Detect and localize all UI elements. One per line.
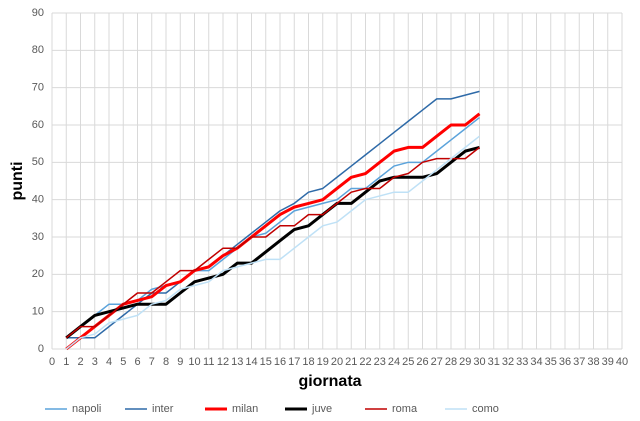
x-tick-label: 39 (602, 356, 614, 368)
series-line (65, 146, 480, 339)
x-tick-label: 33 (516, 356, 528, 368)
x-tick-label: 20 (331, 356, 343, 368)
x-tick-label: 23 (374, 356, 386, 368)
x-tick-label: 6 (134, 356, 140, 368)
y-tick-label: 10 (32, 306, 44, 318)
x-tick-label: 34 (530, 356, 542, 368)
x-tick-label: 18 (302, 356, 314, 368)
x-tick-label: 27 (431, 356, 443, 368)
x-tick-label: 36 (559, 356, 571, 368)
series-line (65, 116, 480, 339)
series-line (65, 145, 480, 339)
y-tick-label: 40 (32, 194, 44, 206)
series-line (65, 135, 480, 350)
legend-label: como (472, 403, 499, 415)
x-tick-label: 16 (274, 356, 286, 368)
y-tick-label: 30 (32, 231, 44, 243)
legend-label: juve (311, 403, 332, 415)
x-tick-label: 40 (616, 356, 628, 368)
y-tick-label: 20 (32, 268, 44, 280)
x-tick-label: 17 (288, 356, 300, 368)
legend-label: milan (232, 403, 258, 415)
y-axis-title: punti (9, 161, 26, 200)
x-tick-label: 5 (120, 356, 126, 368)
legend-label: inter (152, 403, 174, 415)
x-tick-label: 37 (573, 356, 585, 368)
y-tick-label: 90 (32, 7, 44, 19)
x-tick-label: 11 (203, 356, 214, 368)
x-tick-label: 21 (345, 356, 357, 368)
x-tick-label: 2 (77, 356, 83, 368)
x-tick-label: 4 (106, 356, 112, 368)
x-tick-label: 8 (163, 356, 169, 368)
x-tick-label: 31 (488, 356, 500, 368)
x-tick-label: 24 (388, 356, 400, 368)
x-tick-label: 9 (177, 356, 183, 368)
legend-label: napoli (72, 403, 101, 415)
y-tick-label: 80 (32, 44, 44, 56)
x-tick-label: 0 (49, 356, 55, 368)
y-tick-label: 50 (32, 156, 44, 168)
x-tick-label: 15 (260, 356, 272, 368)
x-axis-title: giornata (298, 373, 361, 390)
x-tick-label: 13 (231, 356, 243, 368)
x-tick-label: 19 (317, 356, 329, 368)
x-tick-label: 3 (92, 356, 98, 368)
x-tick-label: 32 (502, 356, 514, 368)
x-tick-label: 22 (359, 356, 371, 368)
x-tick-label: 30 (473, 356, 485, 368)
x-tick-label: 35 (545, 356, 557, 368)
y-tick-label: 60 (32, 119, 44, 131)
x-tick-label: 7 (149, 356, 155, 368)
x-tick-label: 26 (416, 356, 428, 368)
x-tick-label: 1 (63, 356, 69, 368)
y-tick-label: 0 (38, 343, 44, 355)
series-line (65, 112, 481, 351)
x-tick-label: 38 (587, 356, 599, 368)
x-tick-label: 29 (459, 356, 471, 368)
legend-label: roma (392, 403, 418, 415)
x-tick-label: 10 (188, 356, 200, 368)
x-tick-label: 25 (402, 356, 414, 368)
x-tick-label: 28 (445, 356, 457, 368)
x-tick-label: 12 (217, 356, 229, 368)
y-tick-label: 70 (32, 82, 44, 94)
x-tick-label: 14 (245, 356, 257, 368)
